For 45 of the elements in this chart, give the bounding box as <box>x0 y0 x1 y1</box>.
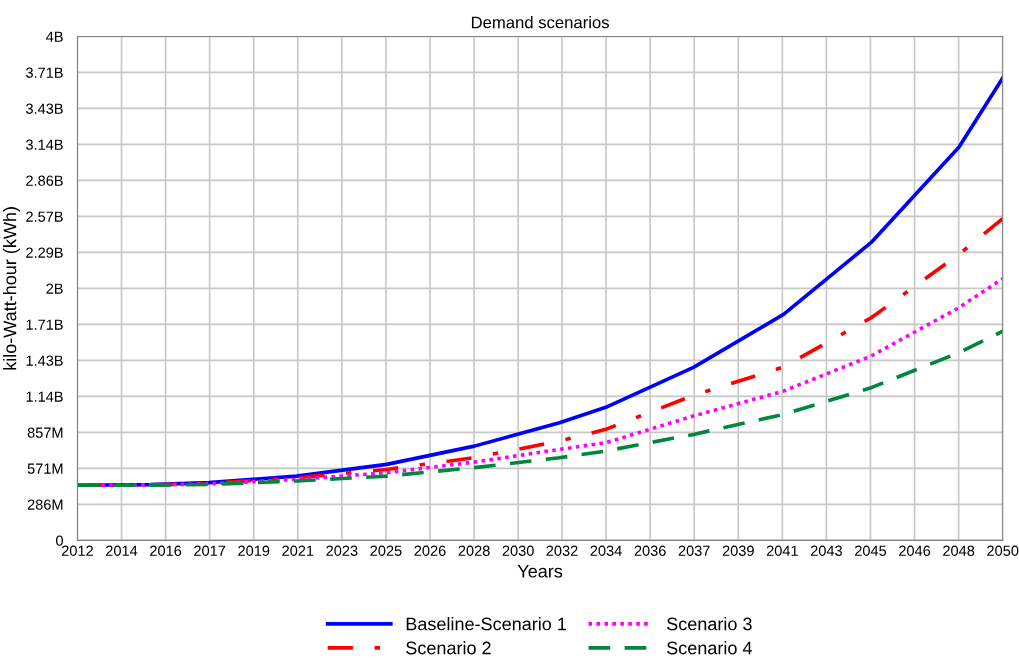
x-tick-label: 2034 <box>590 545 622 556</box>
y-tick-label: 1.71B <box>26 319 63 330</box>
y-tick-label: 1.14B <box>26 391 63 402</box>
x-tick-label: 2021 <box>282 545 314 556</box>
x-tick-label: 2036 <box>634 545 666 556</box>
chart-title: Demand scenarios <box>471 16 609 29</box>
y-tick-label: 3.71B <box>26 67 63 78</box>
y-tick-label: 3.14B <box>26 139 63 150</box>
x-tick-label: 2045 <box>855 545 887 556</box>
x-tick-label: 2037 <box>678 545 710 556</box>
x-tick-label: 2041 <box>766 545 798 556</box>
legend-label: Scenario 2 <box>406 641 491 655</box>
legend-label: Scenario 3 <box>667 617 752 631</box>
y-tick-label: 4B <box>46 31 63 42</box>
y-tick-label: 857M <box>27 427 63 438</box>
x-axis-title: Years <box>517 565 563 578</box>
x-tick-label: 2043 <box>810 545 842 556</box>
y-tick-label: 2.57B <box>26 211 63 222</box>
x-tick-label: 2012 <box>61 545 93 556</box>
y-tick-label: 571M <box>27 463 63 474</box>
x-tick-label: 2048 <box>943 545 975 556</box>
x-tick-label: 2046 <box>899 545 931 556</box>
line-series <box>77 329 1003 488</box>
x-tick-label: 2050 <box>987 545 1019 556</box>
y-tick-label: 2B <box>46 283 63 294</box>
legend-label: Baseline-Scenario 1 <box>406 617 566 631</box>
x-tick-label: 2017 <box>194 545 226 556</box>
x-tick-label: 2032 <box>546 545 578 556</box>
x-tick-label: 2014 <box>106 545 138 556</box>
x-tick-label: 2039 <box>722 545 754 556</box>
y-tick-label: 3.43B <box>26 103 63 114</box>
legend-label: Scenario 4 <box>667 641 752 655</box>
x-tick-label: 2026 <box>414 545 446 556</box>
x-tick-label: 2023 <box>326 545 358 556</box>
y-tick-label: 2.86B <box>26 175 63 186</box>
x-tick-label: 2028 <box>458 545 490 556</box>
x-tick-label: 2025 <box>370 545 402 556</box>
y-tick-label: 0 <box>56 535 63 546</box>
x-tick-label: 2019 <box>238 545 270 556</box>
y-tick-label: 2.29B <box>26 247 63 258</box>
y-tick-label: 286M <box>27 499 63 510</box>
x-tick-label: 2030 <box>502 545 534 556</box>
y-axis-title: kilo-Watt-hour (kWh) <box>3 207 20 370</box>
x-tick-label: 2016 <box>150 545 182 556</box>
y-tick-label: 1.43B <box>26 355 63 366</box>
